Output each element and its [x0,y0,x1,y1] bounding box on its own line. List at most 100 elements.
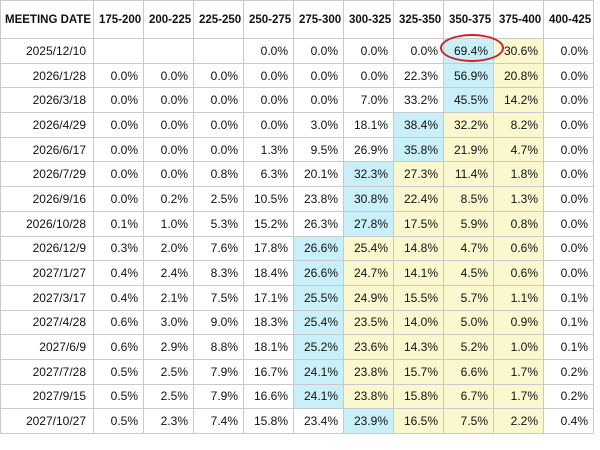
probability-cell: 7.0% [343,87,394,114]
probability-cell: 0.5% [93,358,144,385]
probability-cell: 0.4% [543,408,594,434]
probability-cell: 32.3% [343,161,394,188]
column-header-range[interactable]: 325-350 [393,0,444,39]
probability-cell: 3.0% [293,112,344,138]
probability-cell: 2.3% [143,408,194,434]
rate-probability-table: MEETING DATE 175-200 200-225 225-250 250-275… [0,0,594,434]
meeting-date-cell: 2026/1/28 [0,62,94,89]
probability-cell: 0.0% [143,112,194,138]
probability-cell: 4.5% [443,260,494,286]
probability-cell: 0.0% [393,38,444,64]
probability-cell: 7.9% [193,358,244,385]
probability-cell: 32.2% [443,112,494,138]
meeting-date-cell: 2027/4/28 [0,309,94,336]
probability-cell: 9.5% [293,136,344,163]
probability-cell: 5.9% [443,210,494,237]
probability-cell: 8.8% [193,334,244,360]
probability-cell: 0.0% [243,112,294,138]
column-header-range[interactable]: 225-250 [193,0,244,39]
probability-cell: 0.0% [143,62,194,89]
probability-cell: 11.4% [443,161,494,188]
probability-cell: 0.1% [93,210,144,237]
probability-cell: 1.0% [493,334,544,360]
probability-cell: 0.8% [193,161,244,188]
meeting-date-cell: 2026/6/17 [0,136,94,163]
probability-cell: 7.5% [443,408,494,434]
probability-cell: 15.8% [393,383,444,410]
probability-cell: 0.8% [493,210,544,237]
probability-cell: 15.5% [393,284,444,311]
probability-cell: 2.2% [493,408,544,434]
probability-cell: 15.2% [243,210,294,237]
column-header-range[interactable]: 400-425 [543,0,594,39]
probability-cell: 27.8% [343,210,394,237]
probability-cell: 17.1% [243,284,294,311]
column-header-range[interactable]: 300-325 [343,0,394,39]
probability-cell: 56.9% [443,62,494,89]
probability-cell: 24.1% [293,383,344,410]
probability-cell: 0.0% [243,87,294,114]
probability-cell: 7.9% [193,383,244,410]
probability-cell: 2.4% [143,260,194,286]
probability-cell: 25.4% [293,309,344,336]
probability-cell: 18.3% [243,309,294,336]
probability-cell: 23.9% [343,408,394,434]
probability-cell: 2.0% [143,235,194,262]
probability-cell: 0.9% [493,309,544,336]
table-row: 2026/10/28 0.1% 1.0% 5.3% 15.2% 26.3% 27.8% 17.… [0,210,594,237]
probability-cell: 16.6% [243,383,294,410]
probability-cell: 21.9% [443,136,494,163]
meeting-date-cell: 2027/1/27 [0,260,94,286]
probability-cell: 26.6% [293,260,344,286]
probability-cell: 0.0% [93,136,144,163]
probability-cell: 0.0% [243,62,294,89]
probability-cell: 0.2% [543,358,594,385]
probability-cell: 0.0% [293,87,344,114]
probability-cell: 0.1% [543,309,594,336]
meeting-date-cell: 2026/4/29 [0,112,94,138]
probability-cell: 0.0% [543,210,594,237]
column-header-range[interactable]: 250-275 [243,0,294,39]
column-header-range[interactable]: 175-200 [93,0,144,39]
column-header-range[interactable]: 200-225 [143,0,194,39]
probability-cell: 1.7% [493,358,544,385]
table-row: 2027/9/15 0.5% 2.5% 7.9% 16.6% 24.1% 23.8% 15.8… [0,383,594,410]
column-header-range[interactable]: 350-375 [443,0,494,39]
table-row: 2026/4/29 0.0% 0.0% 0.0% 0.0% 3.0% 18.1% 38.4% 3… [0,112,594,138]
probability-cell: 2.5% [143,383,194,410]
table-header-row: MEETING DATE 175-200 200-225 225-250 250-275… [0,0,594,39]
probability-cell: 38.4% [393,112,444,138]
column-header-meeting-date[interactable]: MEETING DATE [0,0,94,39]
probability-cell: 18.1% [343,112,394,138]
probability-cell: 0.5% [93,408,144,434]
probability-cell: 0.6% [493,235,544,262]
probability-cell: 4.7% [493,136,544,163]
probability-cell: 17.8% [243,235,294,262]
probability-cell: 0.6% [93,309,144,336]
probability-cell: 0.0% [343,62,394,89]
probability-cell: 0.0% [543,112,594,138]
probability-cell: 2.5% [143,358,194,385]
probability-cell: 14.1% [393,260,444,286]
table-row: 2027/4/28 0.6% 3.0% 9.0% 18.3% 25.4% 23.5% 14.0… [0,309,594,336]
probability-cell: 2.1% [143,284,194,311]
column-header-range[interactable]: 275-300 [293,0,344,39]
probability-cell: 0.3% [93,235,144,262]
probability-cell: 25.2% [293,334,344,360]
table-row: 2026/1/28 0.0% 0.0% 0.0% 0.0% 0.0% 0.0% 22.3% 56… [0,62,594,89]
probability-cell: 8.3% [193,260,244,286]
column-header-range[interactable]: 375-400 [493,0,544,39]
probability-cell: 25.5% [293,284,344,311]
probability-cell: 0.0% [193,136,244,163]
probability-cell [193,38,244,64]
probability-cell: 22.3% [393,62,444,89]
probability-cell: 23.8% [343,358,394,385]
probability-cell: 6.3% [243,161,294,188]
table-body: 2025/12/10 0.0% 0.0% 0.0% 0.0% 69.4% 30.6% 0.0%… [0,38,594,434]
meeting-date-cell: 2025/12/10 [0,38,94,64]
probability-cell: 0.0% [293,38,344,64]
probability-cell: 0.0% [543,186,594,212]
probability-cell: 20.8% [493,62,544,89]
probability-cell: 0.0% [293,62,344,89]
probability-cell: 0.0% [543,260,594,286]
